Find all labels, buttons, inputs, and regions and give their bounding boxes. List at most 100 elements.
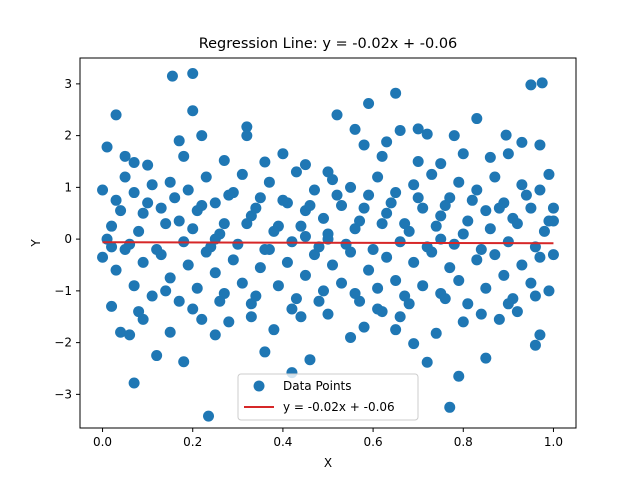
- data-point: [435, 158, 447, 170]
- data-point: [426, 168, 438, 180]
- data-point: [137, 207, 149, 219]
- data-point: [394, 311, 406, 323]
- data-point: [187, 105, 199, 117]
- data-point: [295, 220, 307, 232]
- data-point: [142, 197, 154, 209]
- data-point: [124, 238, 136, 250]
- data-point: [484, 223, 496, 235]
- data-point: [250, 202, 262, 214]
- data-point: [543, 168, 555, 180]
- data-point: [236, 277, 248, 289]
- data-point: [196, 130, 208, 142]
- data-point: [502, 298, 514, 310]
- regression-line: [102, 241, 554, 245]
- data-point: [484, 151, 496, 163]
- data-point: [534, 329, 546, 341]
- y-tick-label: −2: [54, 336, 72, 350]
- data-point: [516, 179, 528, 191]
- data-point: [250, 290, 262, 302]
- data-point: [363, 189, 375, 201]
- x-axis-ticks: 0.0 0.2 0.4 0.6 0.8 1.0: [93, 428, 563, 449]
- data-point: [502, 148, 514, 160]
- legend: Data Points y = -0.02x + -0.06: [237, 373, 419, 421]
- y-tick-label: 0: [64, 232, 72, 246]
- data-point: [128, 280, 140, 292]
- data-point: [525, 202, 537, 214]
- data-point: [110, 109, 122, 121]
- data-point: [196, 313, 208, 325]
- data-point: [457, 148, 469, 160]
- data-point: [534, 139, 546, 151]
- data-point: [155, 202, 167, 214]
- x-axis-label: X: [324, 456, 332, 470]
- data-point: [358, 139, 370, 151]
- data-point: [381, 136, 393, 148]
- data-point: [272, 280, 284, 292]
- data-point: [390, 324, 402, 336]
- data-point: [187, 68, 199, 80]
- data-point: [182, 259, 194, 271]
- y-axis-label: Y: [29, 239, 43, 248]
- data-point: [241, 121, 253, 133]
- data-point: [403, 225, 415, 237]
- data-point: [547, 215, 559, 227]
- data-point: [462, 298, 474, 310]
- data-point: [200, 171, 212, 183]
- data-point: [511, 306, 523, 318]
- data-point: [529, 339, 541, 351]
- data-point: [453, 370, 465, 382]
- data-point: [525, 277, 537, 289]
- data-point: [115, 205, 127, 217]
- data-point: [376, 306, 388, 318]
- data-point: [421, 356, 433, 368]
- data-point: [119, 150, 131, 162]
- data-point: [322, 308, 334, 320]
- data-point: [277, 194, 289, 206]
- data-point: [363, 264, 375, 276]
- data-point: [133, 225, 145, 237]
- data-point: [381, 207, 393, 219]
- data-point: [295, 311, 307, 323]
- data-point: [164, 326, 176, 338]
- data-point: [209, 267, 221, 279]
- data-point: [313, 295, 325, 307]
- data-point: [345, 181, 357, 193]
- data-point: [547, 249, 559, 261]
- y-tick-label: −1: [54, 284, 72, 298]
- data-point: [439, 199, 451, 211]
- data-point: [493, 313, 505, 325]
- data-point: [430, 220, 442, 232]
- data-point: [349, 223, 361, 235]
- data-point: [317, 212, 329, 224]
- x-tick-label: 0.8: [454, 435, 473, 449]
- data-point: [223, 316, 235, 328]
- data-point: [331, 189, 343, 201]
- data-point: [178, 150, 190, 162]
- data-point: [444, 262, 456, 274]
- data-point: [529, 290, 541, 302]
- data-point: [241, 218, 253, 230]
- data-point: [106, 300, 118, 312]
- data-point: [336, 277, 348, 289]
- data-point: [448, 238, 460, 250]
- data-point: [462, 215, 474, 227]
- data-point: [439, 293, 451, 305]
- data-point: [259, 243, 271, 255]
- x-tick-label: 0.2: [183, 435, 202, 449]
- data-point: [290, 166, 302, 178]
- data-point: [97, 251, 109, 263]
- data-point: [358, 202, 370, 214]
- data-point: [164, 176, 176, 188]
- data-points-layer: [97, 68, 559, 422]
- data-point: [394, 236, 406, 248]
- legend-marker-data-points: [253, 380, 265, 392]
- data-point: [502, 236, 514, 248]
- x-tick-label: 1.0: [544, 435, 563, 449]
- data-point: [390, 87, 402, 99]
- plot-frame: [79, 57, 577, 429]
- data-point: [421, 241, 433, 253]
- data-point: [299, 269, 311, 281]
- data-point: [408, 338, 420, 350]
- data-point: [166, 70, 178, 82]
- data-point: [263, 176, 275, 188]
